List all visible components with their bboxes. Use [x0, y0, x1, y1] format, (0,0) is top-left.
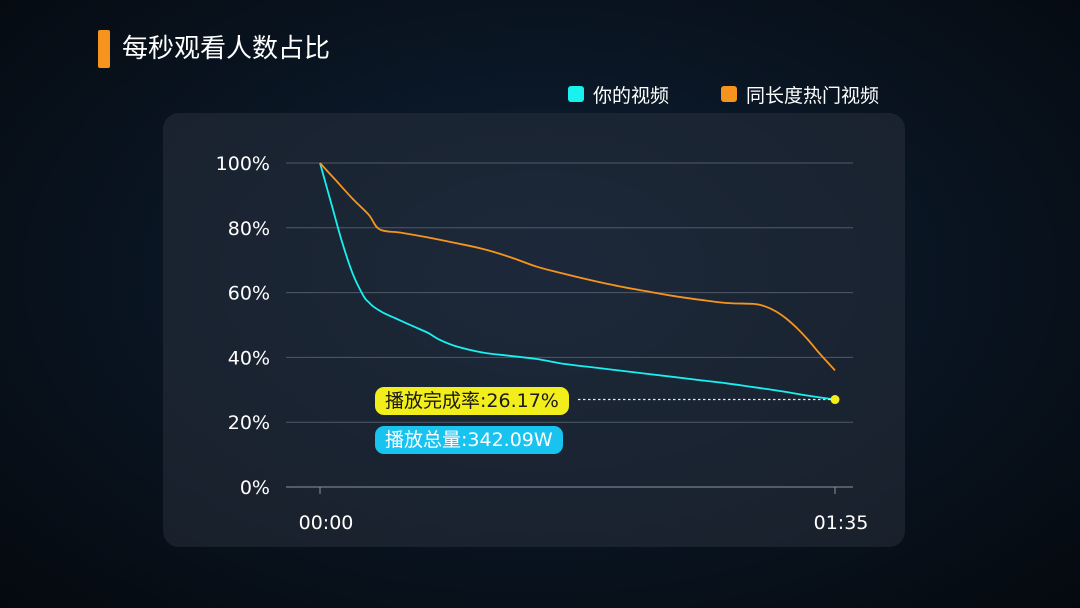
- y-tick-label: 20%: [228, 412, 270, 434]
- y-tick-label: 60%: [228, 283, 270, 305]
- total-plays-badge: 播放总量:342.09W: [375, 426, 563, 454]
- y-tick-label: 80%: [228, 218, 270, 240]
- highlight-point: [830, 395, 840, 405]
- legend-swatch-popular-video: [721, 86, 737, 102]
- y-tick-label: 40%: [228, 347, 270, 369]
- series-line-popular-video: [319, 162, 836, 372]
- title-accent-bar: [98, 30, 110, 68]
- chart-panel: [163, 113, 905, 547]
- x-tick-label: 00:00: [299, 512, 354, 534]
- legend-label-your-video: 你的视频: [593, 84, 670, 107]
- page-title: 每秒观看人数占比: [122, 34, 331, 64]
- legend-item-your-video: 你的视频: [568, 82, 670, 107]
- series-line-your-video: [319, 162, 836, 401]
- x-tick-label: 01:35: [814, 512, 869, 534]
- legend-item-popular-video: 同长度热门视频: [721, 82, 880, 107]
- legend-label-popular-video: 同长度热门视频: [746, 84, 880, 107]
- y-tick-label: 100%: [216, 153, 270, 175]
- completion-rate-badge: 播放完成率:26.17%: [375, 387, 569, 415]
- legend-swatch-your-video: [568, 86, 584, 102]
- y-tick-label: 0%: [240, 477, 270, 499]
